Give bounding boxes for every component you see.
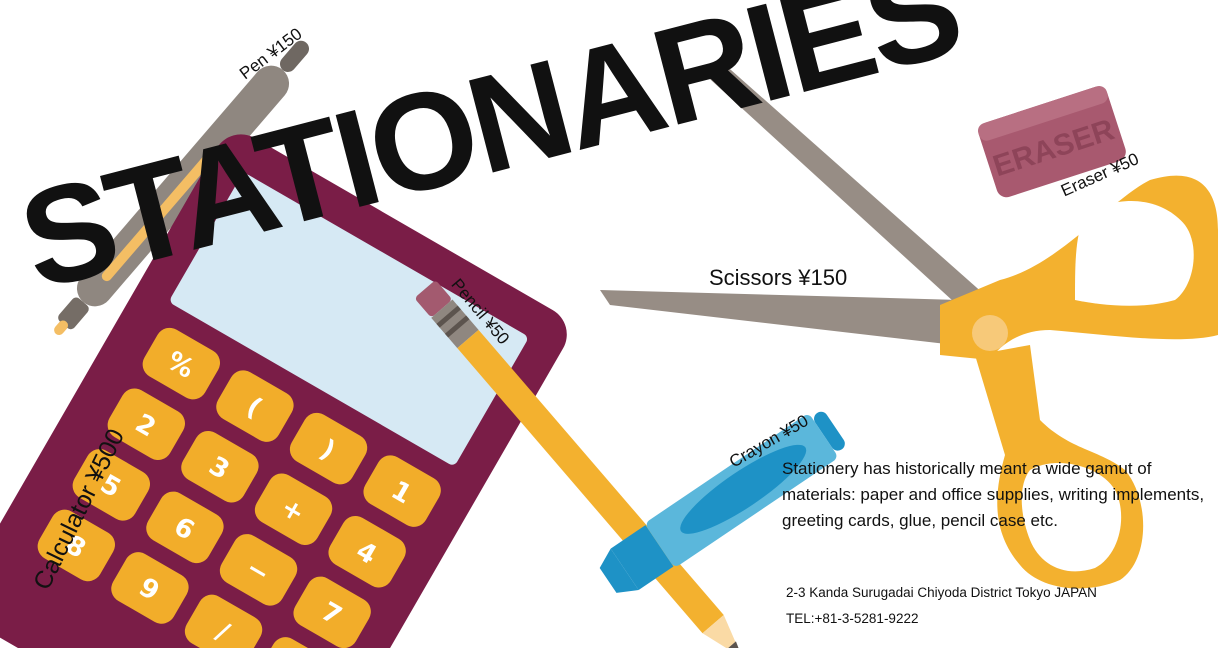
tel-text: TEL:+81-3-5281-9222 bbox=[786, 611, 919, 626]
calculator-keypad: %()123+456−789/< bbox=[37, 327, 441, 648]
calculator-key: 3 bbox=[181, 430, 259, 503]
eraser-icon: ERASER bbox=[977, 86, 1126, 198]
calculator-key: ) bbox=[289, 412, 368, 485]
calculator-key: 6 bbox=[146, 491, 224, 564]
address-text: 2-3 Kanda Surugadai Chiyoda District Tok… bbox=[786, 585, 1097, 600]
calculator-key: 2 bbox=[107, 388, 186, 460]
scissors-label: Scissors ¥150 bbox=[709, 265, 848, 290]
calculator-key: 5 bbox=[72, 449, 151, 521]
calculator-key: 1 bbox=[363, 455, 441, 527]
calculator-key: ( bbox=[216, 370, 294, 442]
calculator-key: % bbox=[142, 327, 221, 400]
crayon-icon bbox=[599, 411, 845, 593]
calculator-key: / bbox=[184, 594, 263, 648]
calculator-key: − bbox=[219, 534, 298, 606]
description-text: Stationery has historically meant a wide… bbox=[782, 459, 1205, 530]
calculator-key: 8 bbox=[37, 509, 116, 582]
calculator-key: 7 bbox=[293, 576, 371, 648]
calculator-key: + bbox=[254, 473, 333, 545]
calculator-icon: %()123+456−789/< bbox=[0, 134, 567, 648]
pen-icon bbox=[54, 40, 310, 336]
calculator-key: 9 bbox=[111, 552, 189, 624]
scissors-icon bbox=[600, 62, 1218, 589]
calculator-key: 4 bbox=[328, 515, 406, 588]
